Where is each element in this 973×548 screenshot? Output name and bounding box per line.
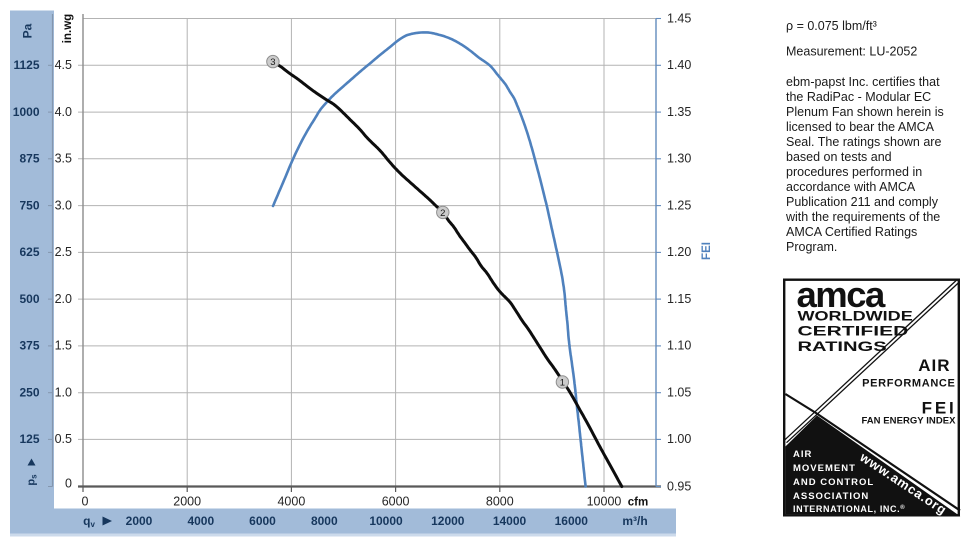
svg-text:m³/h: m³/h: [622, 514, 647, 528]
svg-text:1.20: 1.20: [667, 245, 691, 259]
svg-text:1.00: 1.00: [667, 432, 691, 446]
svg-text:3.5: 3.5: [55, 152, 72, 166]
svg-text:1.0: 1.0: [55, 385, 72, 399]
svg-text:ps: ps: [26, 474, 39, 486]
svg-text:10000: 10000: [369, 514, 403, 528]
svg-text:3.0: 3.0: [55, 198, 72, 212]
svg-text:FEI: FEI: [922, 399, 957, 418]
svg-text:0.5: 0.5: [55, 432, 72, 446]
svg-text:FAN ENERGY INDEX: FAN ENERGY INDEX: [861, 416, 956, 427]
svg-text:1.30: 1.30: [667, 152, 691, 166]
svg-text:AIR: AIR: [793, 449, 812, 460]
svg-text:ebm-papst Inc. certifies that: ebm-papst Inc. certifies that: [786, 75, 940, 89]
svg-text:1.5: 1.5: [55, 339, 72, 353]
svg-text:2000: 2000: [173, 495, 201, 509]
svg-text:250: 250: [19, 385, 39, 399]
svg-text:375: 375: [19, 339, 39, 353]
svg-text:1.15: 1.15: [667, 292, 691, 306]
svg-text:licensed to bear the AMCA: licensed to bear the AMCA: [786, 120, 935, 134]
svg-text:MOVEMENT: MOVEMENT: [793, 463, 856, 474]
svg-text:0: 0: [82, 495, 89, 509]
svg-text:8000: 8000: [486, 495, 514, 509]
svg-text:125: 125: [19, 432, 39, 446]
svg-text:1.40: 1.40: [667, 58, 691, 72]
svg-text:accordance with AMCA: accordance with AMCA: [786, 180, 916, 194]
svg-text:procedures performed in: procedures performed in: [786, 165, 922, 179]
svg-text:FEI: FEI: [701, 242, 713, 260]
svg-text:4.0: 4.0: [55, 105, 72, 119]
svg-text:ASSOCIATION: ASSOCIATION: [793, 491, 869, 502]
svg-text:1.35: 1.35: [667, 105, 691, 119]
svg-text:Measurement: LU-2052: Measurement: LU-2052: [786, 45, 917, 59]
svg-text:based on tests and: based on tests and: [786, 150, 892, 164]
svg-text:2000: 2000: [126, 514, 153, 528]
svg-text:1.25: 1.25: [667, 198, 691, 212]
svg-text:8000: 8000: [311, 514, 338, 528]
svg-text:0: 0: [65, 477, 72, 491]
svg-text:1.45: 1.45: [667, 12, 691, 26]
svg-text:14000: 14000: [493, 514, 527, 528]
svg-text:500: 500: [19, 292, 39, 306]
svg-text:Program.: Program.: [786, 240, 837, 254]
svg-text:Pa: Pa: [21, 23, 35, 38]
svg-text:CERTIFIED: CERTIFIED: [798, 323, 909, 339]
svg-text:3: 3: [270, 57, 275, 68]
svg-text:6000: 6000: [249, 514, 276, 528]
svg-text:2.5: 2.5: [55, 245, 72, 259]
svg-text:1000: 1000: [13, 105, 40, 119]
svg-text:10000: 10000: [587, 495, 622, 509]
svg-text:12000: 12000: [431, 514, 465, 528]
svg-text:Plenum Fan shown herein is: Plenum Fan shown herein is: [786, 105, 944, 119]
svg-text:in.wg: in.wg: [62, 14, 74, 43]
svg-text:2.0: 2.0: [55, 292, 72, 306]
svg-text:0.95: 0.95: [667, 480, 691, 494]
svg-text:4000: 4000: [187, 514, 214, 528]
svg-text:ρ = 0.075 lbm/ft³: ρ = 0.075 lbm/ft³: [786, 19, 877, 33]
svg-text:2: 2: [440, 208, 445, 219]
svg-text:1125: 1125: [13, 58, 39, 72]
svg-text:RATINGS: RATINGS: [798, 338, 887, 354]
svg-text:625: 625: [19, 245, 39, 259]
svg-text:16000: 16000: [555, 514, 589, 528]
svg-text:4000: 4000: [277, 495, 305, 509]
svg-text:WORLDWIDE: WORLDWIDE: [798, 308, 913, 324]
svg-text:4.5: 4.5: [55, 58, 72, 72]
svg-text:1.10: 1.10: [667, 339, 691, 353]
svg-text:AMCA Certified Ratings: AMCA Certified Ratings: [786, 225, 917, 239]
svg-text:1: 1: [560, 378, 565, 389]
svg-text:Publication 211 and comply: Publication 211 and comply: [786, 195, 939, 209]
svg-text:the RadiPac - Modular EC: the RadiPac - Modular EC: [786, 90, 931, 104]
svg-text:875: 875: [19, 152, 39, 166]
svg-text:AND CONTROL: AND CONTROL: [793, 477, 874, 488]
svg-text:PERFORMANCE: PERFORMANCE: [862, 378, 955, 390]
svg-text:INTERNATIONAL, INC.®: INTERNATIONAL, INC.®: [793, 504, 905, 514]
svg-text:cfm: cfm: [628, 497, 648, 509]
svg-text:AIR: AIR: [918, 356, 950, 375]
svg-text:amca: amca: [797, 274, 887, 315]
svg-text:6000: 6000: [382, 495, 410, 509]
svg-text:with the requirements of the: with the requirements of the: [785, 210, 940, 224]
svg-text:Seal. The ratings shown are: Seal. The ratings shown are: [786, 135, 941, 149]
svg-text:750: 750: [19, 198, 39, 212]
svg-text:1.05: 1.05: [667, 385, 691, 399]
